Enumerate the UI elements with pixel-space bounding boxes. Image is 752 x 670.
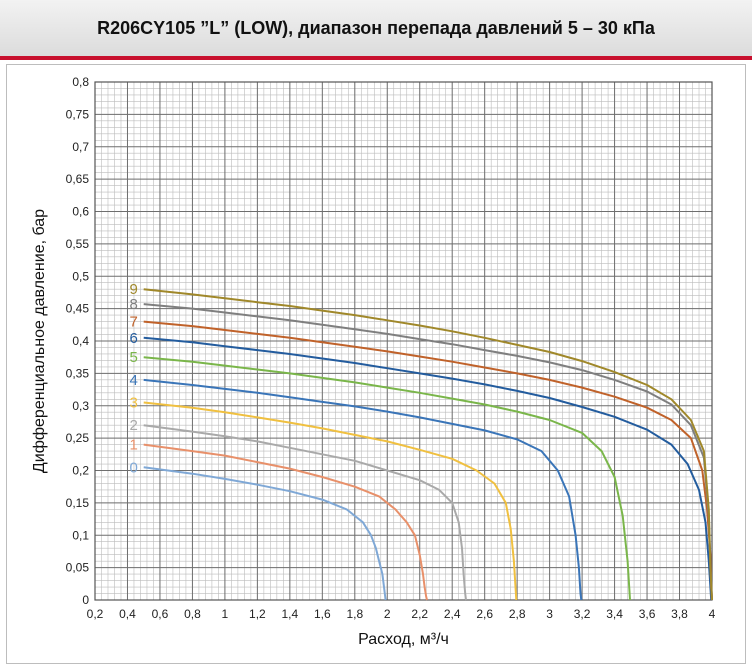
y-tick-label: 0 xyxy=(82,593,89,607)
chart-frame xyxy=(6,64,746,664)
x-tick-label: 1,8 xyxy=(346,607,363,621)
y-tick-label: 0,7 xyxy=(72,140,89,154)
curve-label-3: 3 xyxy=(130,395,138,412)
x-tick-label: 2,8 xyxy=(509,607,526,621)
curves xyxy=(143,288,713,601)
y-tick-label: 0,8 xyxy=(72,75,89,89)
curve-label-2: 2 xyxy=(130,417,138,434)
x-tick-label: 3 xyxy=(546,607,553,621)
y-tick-label: 0,55 xyxy=(66,237,90,251)
grid-major xyxy=(94,81,713,601)
y-tick-label: 0,6 xyxy=(72,205,89,219)
curve-2 xyxy=(143,424,467,601)
x-tick-label: 1,4 xyxy=(281,607,298,621)
x-tick-label: 0,8 xyxy=(184,607,201,621)
y-axis-label: Дифференциальное давление, бар xyxy=(31,209,48,473)
chart-title: R206CY105 ”L” (LOW), диапазон перепада д… xyxy=(97,17,655,38)
plot-frame xyxy=(94,81,713,601)
curve-9 xyxy=(143,288,713,601)
x-tick-label: 0,4 xyxy=(119,607,136,621)
y-tick-label: 0,25 xyxy=(66,431,90,445)
x-tick-label: 3,4 xyxy=(606,607,623,621)
curve-4 xyxy=(143,378,583,601)
curve-label-6: 6 xyxy=(130,330,138,347)
curve-3 xyxy=(143,401,518,601)
curve-label-8: 8 xyxy=(130,296,138,313)
x-tick-label: 0,6 xyxy=(152,607,169,621)
curve-label-7: 7 xyxy=(130,314,138,331)
x-tick-label: 3,6 xyxy=(639,607,656,621)
y-tick-labels: 0 0,05 0,1 0,15 0,2 0,25 0,3 0,35 0,4 0,45 0,5 0,55… xyxy=(66,75,90,607)
x-tick-label: 2,4 xyxy=(444,607,461,621)
curve-8 xyxy=(143,303,713,601)
curve-label-0: 0 xyxy=(130,459,138,476)
x-tick-label: 2 xyxy=(384,607,391,621)
curve-5 xyxy=(143,356,631,601)
x-tick-label: 1,2 xyxy=(249,607,266,621)
y-tick-label: 0,3 xyxy=(72,399,89,413)
y-tick-label: 0,15 xyxy=(66,496,90,510)
x-tick-label: 4 xyxy=(709,607,716,621)
x-tick-label: 2,2 xyxy=(411,607,428,621)
curve-label-4: 4 xyxy=(130,372,138,389)
x-tick-label: 1 xyxy=(222,607,229,621)
x-tick-labels: 0,2 0,4 0,6 0,8 1 1,2 1,4 1,6 1,8 2 2,2 2,4 2,6 2,8 3 3… xyxy=(87,607,716,621)
x-tick-label: 3,2 xyxy=(574,607,591,621)
curve-7 xyxy=(143,320,713,601)
x-tick-label: 2,6 xyxy=(476,607,493,621)
curve-label-9: 9 xyxy=(130,281,138,298)
x-tick-label: 0,2 xyxy=(87,607,104,621)
chart-header: R206CY105 ”L” (LOW), диапазон перепада д… xyxy=(0,0,752,60)
y-tick-label: 0,5 xyxy=(72,269,89,283)
curve-label-1: 1 xyxy=(130,437,138,454)
curve-0 xyxy=(143,466,387,601)
x-axis-label: Расход, м³/ч xyxy=(358,631,449,648)
y-tick-label: 0,35 xyxy=(66,366,90,380)
y-tick-label: 0,65 xyxy=(66,172,90,186)
curve-6 xyxy=(143,336,713,601)
y-tick-label: 0,4 xyxy=(72,334,89,348)
y-tick-label: 0,75 xyxy=(66,107,90,121)
y-tick-label: 0,2 xyxy=(72,464,89,478)
x-tick-label: 1,6 xyxy=(314,607,331,621)
y-tick-label: 0,05 xyxy=(66,561,90,575)
y-tick-label: 0,1 xyxy=(72,528,89,542)
curve-1 xyxy=(143,443,428,601)
curve-label-5: 5 xyxy=(130,349,138,366)
y-tick-label: 0,45 xyxy=(66,302,90,316)
x-tick-label: 3,8 xyxy=(671,607,688,621)
